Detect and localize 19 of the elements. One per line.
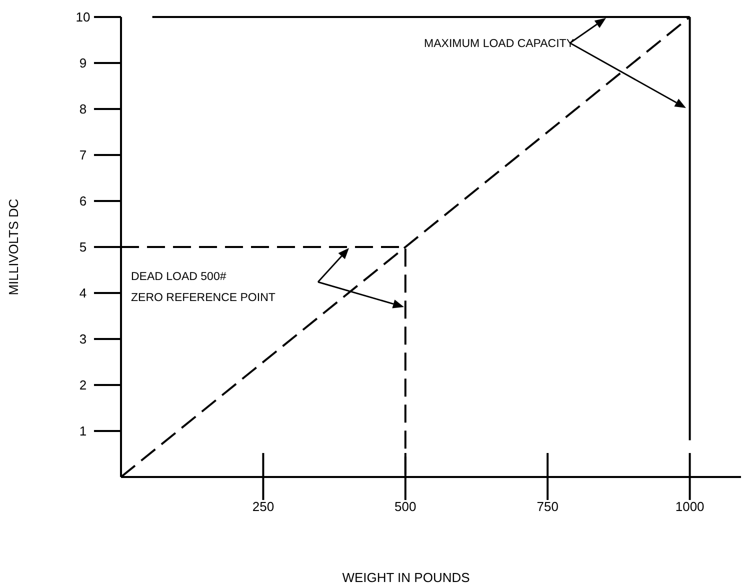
y-tick-label: 9	[79, 56, 87, 71]
y-tick-label: 3	[79, 332, 87, 347]
y-tick-label: 1	[79, 424, 87, 439]
x-tick-label: 250	[252, 499, 274, 514]
y-tick-label: 10	[76, 10, 90, 25]
y-tick-label: 8	[79, 102, 87, 117]
x-tick-label: 500	[394, 499, 416, 514]
annotation: ZERO REFERENCE POINT	[131, 292, 276, 304]
y-tick-label: 6	[79, 194, 87, 209]
x-tick-label: 1000	[675, 499, 704, 514]
x-tick-label: 750	[536, 499, 558, 514]
annotation: MAXIMUM LOAD CAPACITY	[424, 38, 574, 50]
y-tick-label: 5	[79, 240, 87, 255]
x-axis-title: WEIGHT IN POUNDS	[342, 570, 470, 585]
y-tick-label: 4	[79, 286, 87, 301]
y-tick-label: 7	[79, 148, 87, 163]
y-axis-title: MILLIVOLTS DC	[6, 198, 21, 296]
y-tick-label: 2	[79, 378, 87, 393]
annotation: DEAD LOAD 500#	[131, 271, 227, 283]
